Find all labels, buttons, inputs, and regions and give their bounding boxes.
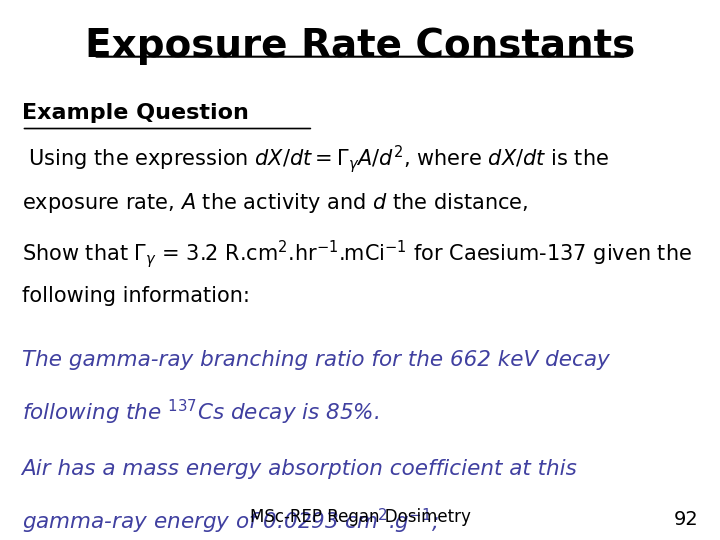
Text: exposure rate, $A$ the activity and $d$ the distance,: exposure rate, $A$ the activity and $d$ … <box>22 191 528 214</box>
Text: MSc-REP Regan Dosimetry: MSc-REP Regan Dosimetry <box>250 509 470 526</box>
Text: following the $^{137}$Cs decay is 85%.: following the $^{137}$Cs decay is 85%. <box>22 397 379 427</box>
Text: Using the expression $dX/dt = \Gamma_\gamma A/d^2$, where $dX/dt$ is the: Using the expression $dX/dt = \Gamma_\ga… <box>22 143 608 175</box>
Text: The gamma-ray branching ratio for the 662 keV decay: The gamma-ray branching ratio for the 66… <box>22 350 609 370</box>
Text: gamma-ray energy of 0.0293 cm$^2$.g$^{-1}$;: gamma-ray energy of 0.0293 cm$^2$.g$^{-1… <box>22 507 439 536</box>
Text: 92: 92 <box>674 510 698 529</box>
Text: Example Question: Example Question <box>22 103 248 123</box>
Text: Show that $\Gamma_\gamma$ = 3.2 R.cm$^2$.hr$^{-1}$.mCi$^{-1}$ for Caesium-137 gi: Show that $\Gamma_\gamma$ = 3.2 R.cm$^2$… <box>22 238 692 270</box>
Text: Air has a mass energy absorption coefficient at this: Air has a mass energy absorption coeffic… <box>22 460 577 480</box>
Text: Exposure Rate Constants: Exposure Rate Constants <box>85 27 635 65</box>
Text: following information:: following information: <box>22 286 249 306</box>
